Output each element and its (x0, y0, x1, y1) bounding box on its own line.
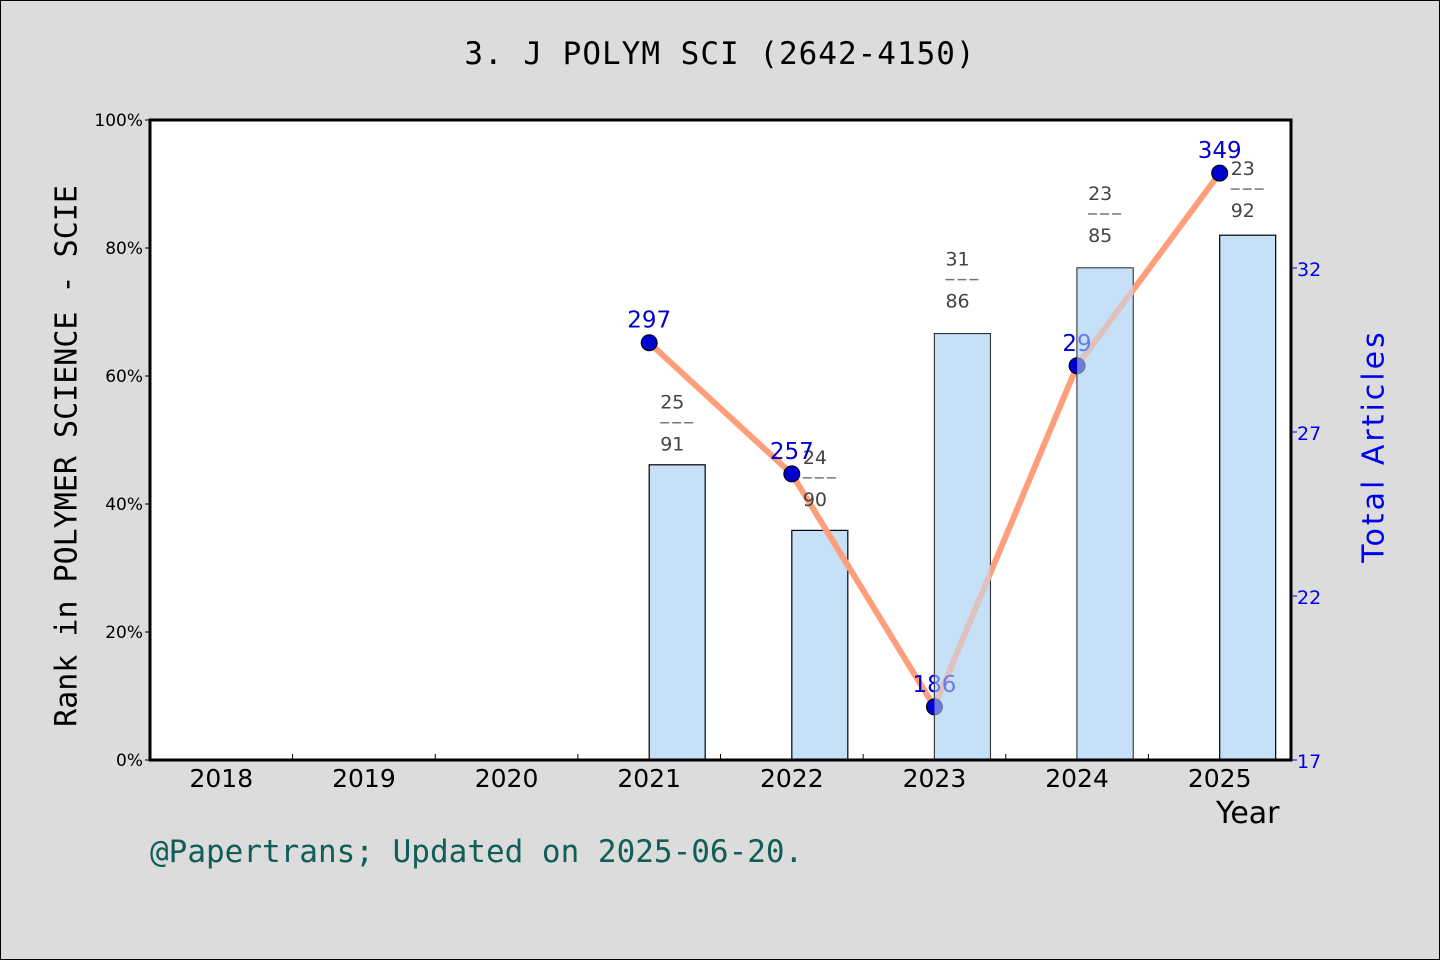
x-axis-tick-label: 2024 (1045, 764, 1109, 793)
rank-annotation-numerator: 25 (660, 392, 684, 414)
rank-annotation-denominator: 86 (945, 291, 969, 313)
rank-annotation-denominator: 91 (660, 434, 684, 456)
rank-annotation-denominator: 90 (803, 489, 827, 511)
chart-title: 3. J POLYM SCI (2642-4150) (464, 36, 976, 72)
rank-annotation-numerator: 24 (803, 447, 827, 469)
left-axis-tick-label: 0% (116, 751, 143, 771)
rank-line-segment (646, 339, 795, 477)
rank-annotation-numerator: 23 (1231, 158, 1255, 180)
rank-annotation-denominator: 92 (1231, 200, 1255, 222)
right-axis-tick-label: 22 (1297, 587, 1321, 609)
rank-point-label: 349 (1198, 138, 1242, 164)
right-axis-tick-label: 32 (1297, 259, 1321, 281)
rank-point-2021 (640, 334, 658, 352)
footer-credit: @Papertrans; Updated on 2025-06-20. (150, 834, 804, 870)
rank-point-2025 (1211, 164, 1229, 182)
rank-point-label: 257 (770, 439, 814, 465)
left-axis-tick-label: 20% (105, 623, 143, 643)
rank-annotation-numerator: 23 (1088, 183, 1112, 205)
rank-line-segment (788, 470, 938, 710)
x-axis-label: Year (1216, 796, 1280, 831)
left-axis-tick-label: 80% (105, 239, 143, 259)
rank-annotation-denominator: 85 (1088, 225, 1112, 247)
left-axis-tick-label: 40% (105, 495, 143, 515)
rank-point-2022 (783, 465, 801, 483)
bar-2025 (1219, 234, 1277, 761)
x-axis-tick-label: 2021 (617, 764, 681, 793)
x-axis-tick-label: 2025 (1188, 764, 1252, 793)
bar-overlay (934, 333, 991, 760)
right-axis-tick-label: 17 (1297, 751, 1321, 773)
bar-overlay (1077, 268, 1134, 760)
x-axis-tick-label: 2022 (760, 764, 824, 793)
x-axis-tick-label: 2020 (475, 764, 539, 793)
x-axis-tick-label: 2018 (190, 764, 254, 793)
bar-2022 (791, 529, 849, 761)
x-axis-tick-label: 2023 (903, 764, 967, 793)
left-axis-tick-label: 60% (105, 367, 143, 387)
right-axis-tick-label: 27 (1297, 423, 1321, 445)
left-axis-tick-label: 100% (94, 111, 143, 131)
x-axis-tick-label: 2019 (332, 764, 396, 793)
bar-2021 (648, 464, 706, 761)
rank-annotation-numerator: 31 (945, 249, 969, 271)
rank-point-label: 297 (627, 308, 671, 334)
